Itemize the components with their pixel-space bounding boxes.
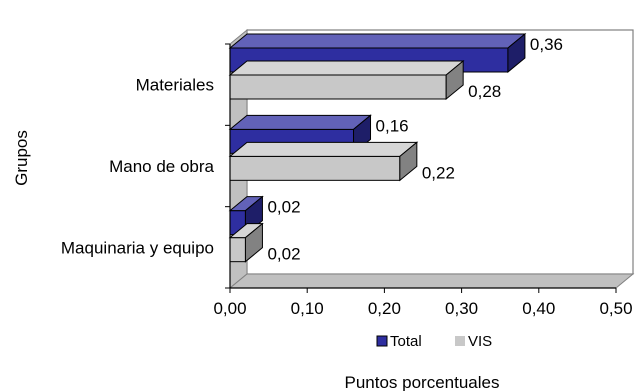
labels-group: 0,36 0,28 Materiales 0,16 0,22 Mano de obra 0,… xyxy=(61,35,633,318)
bar-front xyxy=(229,155,401,181)
data-label: 0,16 xyxy=(376,116,409,135)
bars-group xyxy=(228,32,527,263)
legend-swatch xyxy=(455,336,465,346)
bar-side xyxy=(445,59,464,101)
x-tick-label: 0,30 xyxy=(445,299,478,318)
x-tick-label: 0,10 xyxy=(291,299,324,318)
y-axis-title: Grupos xyxy=(12,130,31,186)
x-tick-label: 0,00 xyxy=(213,299,246,318)
category-label: Mano de obra xyxy=(109,157,214,176)
bar-front xyxy=(229,74,447,100)
bar-side xyxy=(244,222,263,263)
floor xyxy=(228,273,635,289)
bar-side xyxy=(507,32,526,74)
bar-vis xyxy=(228,59,465,101)
legend-label: Total xyxy=(390,333,422,350)
bar-top xyxy=(228,33,527,49)
bar-top xyxy=(228,141,419,157)
x-tick-label: 0,50 xyxy=(599,299,632,318)
bar-vis xyxy=(228,222,264,263)
x-tick-label: 0,40 xyxy=(522,299,555,318)
bar-top xyxy=(228,60,465,76)
category-label: Maquinaria y equipo xyxy=(61,238,214,257)
bar-front xyxy=(229,237,246,263)
bar-vis xyxy=(228,141,419,182)
x-axis-title: Puntos porcentuales xyxy=(345,373,500,391)
bar-top xyxy=(228,114,372,130)
axes-group xyxy=(225,43,617,293)
legend: Total VIS xyxy=(376,333,492,350)
data-label: 0,02 xyxy=(267,198,300,217)
data-label: 0,22 xyxy=(422,163,455,182)
bar-side xyxy=(399,141,418,182)
legend-label: VIS xyxy=(468,333,492,350)
data-label: 0,28 xyxy=(468,82,501,101)
legend-swatch xyxy=(376,335,388,347)
data-label: 0,02 xyxy=(267,245,300,264)
category-label: Materiales xyxy=(136,76,214,95)
data-label: 0,36 xyxy=(530,35,563,54)
x-tick-label: 0,20 xyxy=(368,299,401,318)
